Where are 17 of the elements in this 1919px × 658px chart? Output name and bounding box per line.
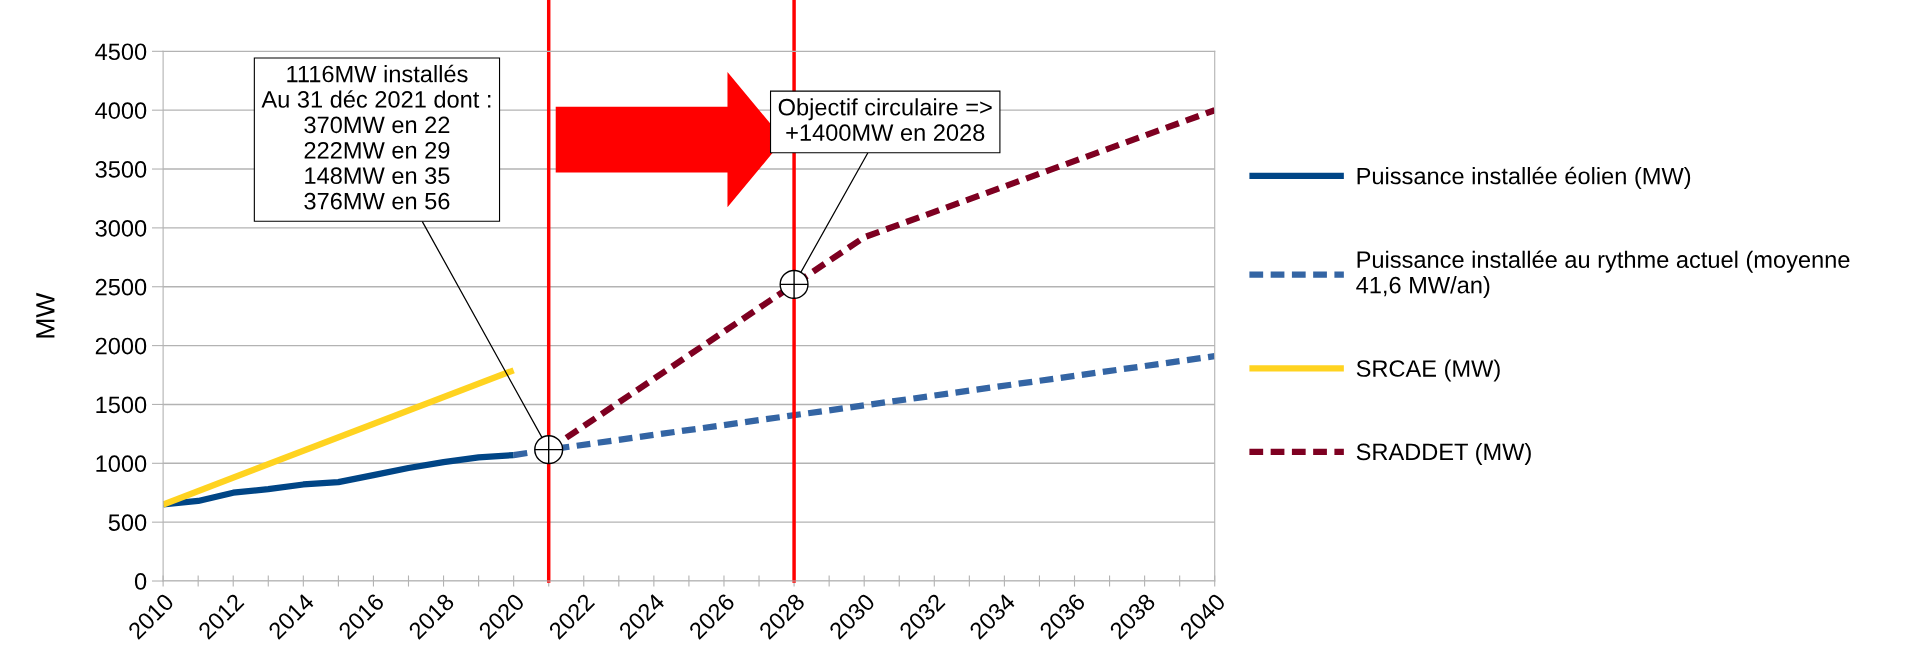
y-tick-label: 0 bbox=[134, 573, 147, 590]
y-tick-label: 3500 bbox=[95, 161, 147, 178]
y-tick-label: 4500 bbox=[95, 43, 147, 61]
legend-label: Puissance installée éolien (MW) bbox=[1357, 166, 1691, 190]
y-tick-label: 3000 bbox=[95, 219, 147, 237]
annotation: Objectif circulaire => +1400MW en 2028 bbox=[778, 98, 992, 141]
y-tick-label: 2500 bbox=[95, 278, 147, 296]
legend-label: Puissance installée au rythme actuel (moyenne 41,6 MW/an) bbox=[1356, 250, 1850, 299]
y-tick-label: 1000 bbox=[96, 455, 147, 473]
legend-label: SRCAE (MW) bbox=[1356, 359, 1500, 382]
y-axis-title: MW bbox=[36, 292, 55, 338]
y-tick-label: 4000 bbox=[95, 102, 147, 119]
legend-label: SRADDET (MW) bbox=[1356, 442, 1531, 465]
y-tick-label: 1500 bbox=[96, 396, 147, 414]
annotation: 1116MW installés Au 31 déc 2021 dont : 370MW en 22 222MW en 29 148MW en 35 376MW en 56 bbox=[261, 64, 491, 210]
y-tick-label: 500 bbox=[108, 514, 147, 531]
y-tick-label: 2000 bbox=[95, 337, 147, 355]
